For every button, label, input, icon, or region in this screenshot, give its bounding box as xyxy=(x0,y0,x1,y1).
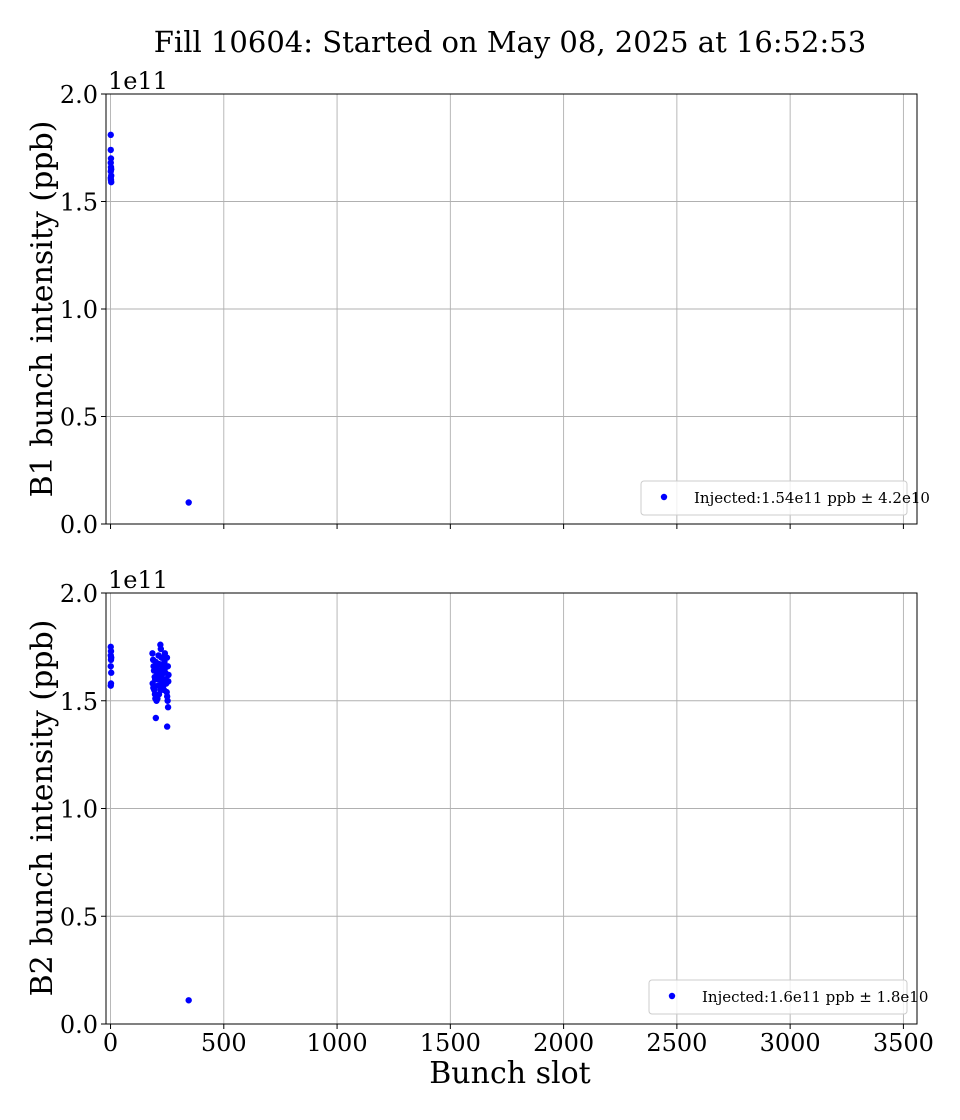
y-offset-label: 1e11 xyxy=(108,67,168,95)
b2-intensity-panel: 0 500 1000 1500 2000 2500 3000 3500 0.0 0.5 1.0 1.5… xyxy=(25,566,934,1057)
x-tick-label: 2500 xyxy=(646,1029,707,1057)
y-tick-label: 2.0 xyxy=(60,580,98,608)
y-tick-label: 0.0 xyxy=(60,1011,98,1039)
data-point xyxy=(108,669,115,676)
legend-marker xyxy=(668,992,676,1000)
data-point xyxy=(164,697,171,704)
figure-title: Fill 10604: Started on May 08, 2025 at 1… xyxy=(154,25,866,59)
data-point xyxy=(107,656,115,664)
y-tick-label: 2.0 xyxy=(60,81,98,109)
data-point xyxy=(157,645,165,653)
plot-frame xyxy=(105,93,918,525)
data-point xyxy=(159,669,167,676)
x-tick-label: 2000 xyxy=(533,1029,594,1057)
y-tick-label: 1.5 xyxy=(60,688,98,716)
data-point xyxy=(165,671,172,679)
data-point xyxy=(107,682,114,689)
x-tick-label: 1500 xyxy=(420,1029,481,1057)
legend-marker xyxy=(660,493,668,501)
y-offset-label: 1e11 xyxy=(108,566,168,594)
data-point xyxy=(185,499,192,506)
data-point xyxy=(151,676,159,683)
y-axis-label: B2 bunch intensity (ppb) xyxy=(25,620,60,997)
data-point xyxy=(108,178,115,186)
data-point xyxy=(165,678,172,685)
legend-box xyxy=(648,979,908,1015)
x-tick-label: 1000 xyxy=(307,1029,368,1057)
x-tick-label: 3000 xyxy=(760,1029,821,1057)
data-point xyxy=(107,146,114,154)
x-tick-label: 500 xyxy=(201,1029,247,1057)
y-tick-label: 0.5 xyxy=(60,404,98,432)
data-point xyxy=(107,663,114,670)
y-tick-label: 1.0 xyxy=(60,796,98,824)
x-tick-label: 3500 xyxy=(873,1029,934,1057)
data-point xyxy=(164,704,172,711)
y-axis-label: B1 bunch intensity (ppb) xyxy=(25,121,60,498)
y-tick-label: 0.0 xyxy=(60,511,98,539)
data-point xyxy=(161,650,169,657)
legend-box xyxy=(640,480,908,516)
x-tick-label: 0 xyxy=(103,1029,118,1057)
y-tick-label: 0.5 xyxy=(60,903,98,931)
data-point xyxy=(149,650,156,657)
x-axis-label: Bunch slot xyxy=(429,1056,590,1091)
legend-label: Injected:1.6e11 ppb ± 1.8e10 xyxy=(702,988,928,1006)
data-point xyxy=(164,663,172,670)
y-tick-label: 1.5 xyxy=(60,189,98,217)
legend-label: Injected:1.54e11 ppb ± 4.2e10 xyxy=(694,489,930,507)
plot-frame xyxy=(105,592,918,1025)
data-point xyxy=(163,723,171,730)
data-point xyxy=(185,997,192,1004)
y-tick-label: 1.0 xyxy=(60,296,98,324)
data-point xyxy=(107,131,114,139)
data-point xyxy=(154,695,161,702)
data-point xyxy=(152,714,160,722)
b1-intensity-panel: 0.0 0.5 1.0 1.5 2.0 1e11 B1 bunch intensity (p… xyxy=(25,67,930,539)
